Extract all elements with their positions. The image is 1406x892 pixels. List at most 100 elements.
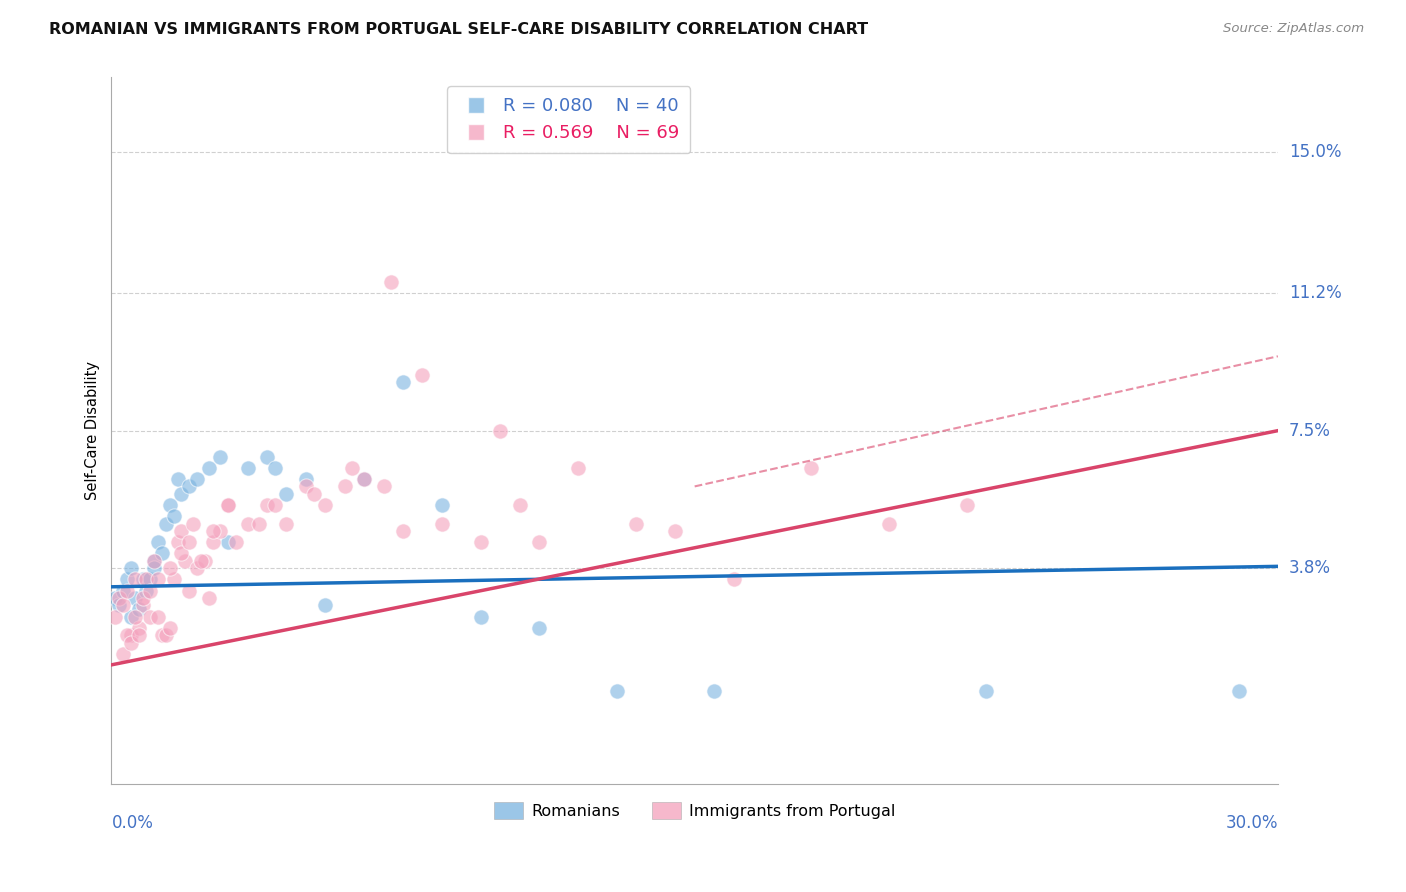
Point xyxy=(139,583,162,598)
Point xyxy=(146,535,169,549)
Point xyxy=(225,535,247,549)
Point xyxy=(201,524,224,538)
Text: 15.0%: 15.0% xyxy=(1289,143,1341,161)
Point xyxy=(373,479,395,493)
Point xyxy=(263,498,285,512)
Point xyxy=(159,561,181,575)
Point xyxy=(186,472,208,486)
Point xyxy=(131,599,153,613)
Point xyxy=(877,516,900,531)
Point xyxy=(527,621,550,635)
Point xyxy=(430,498,453,512)
Point xyxy=(430,516,453,531)
Point xyxy=(174,554,197,568)
Point xyxy=(120,628,142,642)
Text: Source: ZipAtlas.com: Source: ZipAtlas.com xyxy=(1223,22,1364,36)
Point xyxy=(276,487,298,501)
Point xyxy=(124,609,146,624)
Point xyxy=(146,609,169,624)
Point xyxy=(263,460,285,475)
Point xyxy=(217,535,239,549)
Point xyxy=(170,487,193,501)
Point xyxy=(664,524,686,538)
Point xyxy=(124,591,146,605)
Point xyxy=(166,535,188,549)
Point xyxy=(143,561,166,575)
Point xyxy=(131,573,153,587)
Point xyxy=(723,573,745,587)
Point xyxy=(956,498,979,512)
Point xyxy=(128,602,150,616)
Point xyxy=(800,460,823,475)
Point xyxy=(380,275,402,289)
Point xyxy=(197,591,219,605)
Point xyxy=(179,535,201,549)
Point xyxy=(392,524,415,538)
Point xyxy=(139,609,162,624)
Point xyxy=(112,583,135,598)
Point xyxy=(131,591,153,605)
Point xyxy=(181,516,204,531)
Point xyxy=(567,460,589,475)
Point xyxy=(179,583,201,598)
Point xyxy=(143,554,166,568)
Point xyxy=(120,635,142,649)
Point xyxy=(703,684,725,698)
Point xyxy=(353,472,375,486)
Point xyxy=(217,498,239,512)
Point xyxy=(112,599,135,613)
Point xyxy=(209,524,232,538)
Point xyxy=(197,460,219,475)
Point xyxy=(115,583,138,598)
Point xyxy=(124,573,146,587)
Point xyxy=(342,460,364,475)
Point xyxy=(108,599,131,613)
Point xyxy=(159,621,181,635)
Point xyxy=(112,647,135,661)
Point xyxy=(155,628,177,642)
Point xyxy=(104,609,127,624)
Point xyxy=(295,472,318,486)
Point xyxy=(115,573,138,587)
Point xyxy=(314,599,336,613)
Point xyxy=(146,573,169,587)
Point xyxy=(201,535,224,549)
Point xyxy=(128,621,150,635)
Point xyxy=(150,628,173,642)
Point xyxy=(470,535,492,549)
Point xyxy=(276,516,298,531)
Point xyxy=(159,498,181,512)
Y-axis label: Self-Care Disability: Self-Care Disability xyxy=(86,361,100,500)
Point xyxy=(162,573,184,587)
Text: 30.0%: 30.0% xyxy=(1226,814,1278,832)
Point xyxy=(527,535,550,549)
Point xyxy=(194,554,217,568)
Point xyxy=(135,573,157,587)
Point xyxy=(974,684,997,698)
Point xyxy=(353,472,375,486)
Point xyxy=(104,591,127,605)
Point xyxy=(236,460,259,475)
Point xyxy=(209,450,232,464)
Point xyxy=(170,546,193,560)
Point xyxy=(139,573,162,587)
Point xyxy=(247,516,270,531)
Point xyxy=(150,546,173,560)
Text: 3.8%: 3.8% xyxy=(1289,559,1331,577)
Point xyxy=(179,479,201,493)
Point xyxy=(626,516,648,531)
Point xyxy=(295,479,318,493)
Point xyxy=(190,554,212,568)
Point xyxy=(162,509,184,524)
Point xyxy=(166,472,188,486)
Legend: Romanians, Immigrants from Portugal: Romanians, Immigrants from Portugal xyxy=(488,796,901,825)
Point xyxy=(509,498,531,512)
Point xyxy=(392,376,415,390)
Point xyxy=(314,498,336,512)
Point xyxy=(217,498,239,512)
Point xyxy=(411,368,433,382)
Point xyxy=(470,609,492,624)
Point xyxy=(108,591,131,605)
Point xyxy=(143,554,166,568)
Text: 7.5%: 7.5% xyxy=(1289,422,1331,440)
